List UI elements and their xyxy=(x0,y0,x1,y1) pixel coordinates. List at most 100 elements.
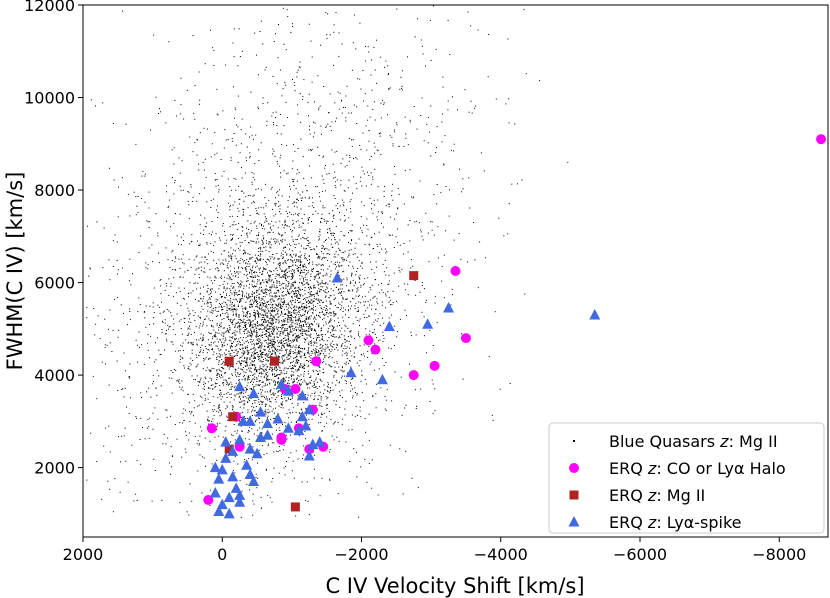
blue-quasar-point xyxy=(137,344,139,346)
blue-quasar-point xyxy=(288,288,290,290)
blue-quasar-point xyxy=(275,319,277,321)
blue-quasar-point xyxy=(352,139,354,141)
blue-quasar-point xyxy=(317,352,319,354)
blue-quasar-point xyxy=(287,343,289,345)
blue-quasar-point xyxy=(283,276,285,278)
blue-quasar-point xyxy=(265,240,267,242)
blue-quasar-point xyxy=(216,369,218,371)
blue-quasar-point xyxy=(222,436,224,438)
blue-quasar-point xyxy=(345,314,346,316)
blue-quasar-point xyxy=(234,338,235,340)
blue-quasar-point xyxy=(245,325,246,327)
blue-quasar-point xyxy=(295,320,297,322)
blue-quasar-point xyxy=(122,388,124,390)
blue-quasar-point xyxy=(273,315,275,317)
blue-quasar-point xyxy=(272,349,274,351)
blue-quasar-point xyxy=(268,274,270,276)
blue-quasar-point xyxy=(239,332,241,334)
blue-quasar-point xyxy=(222,382,223,384)
blue-quasar-point xyxy=(270,389,272,391)
blue-quasar-point xyxy=(256,294,258,296)
blue-quasar-point xyxy=(216,323,218,325)
blue-quasar-point xyxy=(293,305,295,307)
blue-quasar-point xyxy=(289,340,291,342)
blue-quasar-point xyxy=(265,320,267,322)
blue-quasar-point xyxy=(222,367,224,369)
blue-quasar-point xyxy=(261,323,262,325)
blue-quasar-point xyxy=(199,316,201,318)
blue-quasar-point xyxy=(369,254,371,255)
blue-quasar-point xyxy=(290,266,292,267)
blue-quasar-point xyxy=(236,351,238,353)
blue-quasar-point xyxy=(318,354,320,356)
blue-quasar-point xyxy=(281,195,283,197)
blue-quasar-point xyxy=(281,321,283,323)
blue-quasar-point xyxy=(266,305,268,307)
blue-quasar-point xyxy=(306,245,308,246)
blue-quasar-point xyxy=(152,306,154,308)
blue-quasar-point xyxy=(209,320,211,322)
blue-quasar-point xyxy=(231,293,233,295)
blue-quasar-point xyxy=(159,306,161,308)
blue-quasar-point xyxy=(284,328,286,329)
blue-quasar-point xyxy=(286,371,288,373)
blue-quasar-point xyxy=(210,371,212,373)
blue-quasar-point xyxy=(309,302,311,303)
blue-quasar-point xyxy=(210,302,212,303)
blue-quasar-point xyxy=(323,306,325,308)
blue-quasar-point xyxy=(178,157,180,159)
blue-quasar-point xyxy=(271,340,273,342)
blue-quasar-point xyxy=(232,435,234,436)
blue-quasar-point xyxy=(204,383,206,384)
blue-quasar-point xyxy=(290,421,292,423)
blue-quasar-point xyxy=(288,339,289,341)
blue-quasar-point xyxy=(253,339,254,341)
blue-quasar-point xyxy=(278,405,280,407)
blue-quasar-point xyxy=(298,310,300,312)
blue-quasar-point xyxy=(262,270,264,272)
blue-quasar-point xyxy=(331,121,333,123)
blue-quasar-point xyxy=(247,431,249,433)
blue-quasar-point xyxy=(208,392,210,394)
blue-quasar-point xyxy=(255,476,257,478)
blue-quasar-point xyxy=(283,331,285,333)
blue-quasar-point xyxy=(389,444,391,446)
blue-quasar-point xyxy=(268,334,270,336)
blue-quasar-point xyxy=(291,361,293,363)
blue-quasar-point xyxy=(296,290,298,292)
blue-quasar-point xyxy=(330,318,332,320)
blue-quasar-point xyxy=(250,332,252,334)
blue-quasar-point xyxy=(214,333,216,335)
blue-quasar-point xyxy=(322,286,324,288)
blue-quasar-point xyxy=(329,349,330,351)
blue-quasar-point xyxy=(320,328,322,330)
blue-quasar-point xyxy=(243,403,245,405)
blue-quasar-point xyxy=(214,309,216,311)
blue-quasar-point xyxy=(277,395,279,397)
blue-quasar-point xyxy=(146,220,148,222)
blue-quasar-point xyxy=(264,383,266,385)
blue-quasar-point xyxy=(212,409,214,411)
blue-quasar-point xyxy=(232,324,234,326)
blue-quasar-point xyxy=(338,366,340,368)
blue-quasar-point xyxy=(276,305,278,307)
blue-quasar-point xyxy=(342,298,344,300)
blue-quasar-point xyxy=(401,89,403,91)
blue-quasar-point xyxy=(298,292,300,294)
blue-quasar-point xyxy=(244,387,246,389)
blue-quasar-point xyxy=(214,341,216,343)
blue-quasar-point xyxy=(204,225,206,227)
blue-quasar-point xyxy=(321,338,323,340)
blue-quasar-point xyxy=(289,330,291,332)
blue-quasar-point xyxy=(289,317,291,318)
blue-quasar-point xyxy=(255,366,257,368)
blue-quasar-point xyxy=(263,281,265,283)
blue-quasar-point xyxy=(295,421,297,422)
blue-quasar-point xyxy=(325,288,327,290)
blue-quasar-point xyxy=(293,340,294,342)
blue-quasar-point xyxy=(226,343,228,345)
blue-quasar-point xyxy=(415,408,417,409)
blue-quasar-point xyxy=(230,298,231,300)
blue-quasar-point xyxy=(272,75,274,77)
blue-quasar-point xyxy=(270,292,272,294)
